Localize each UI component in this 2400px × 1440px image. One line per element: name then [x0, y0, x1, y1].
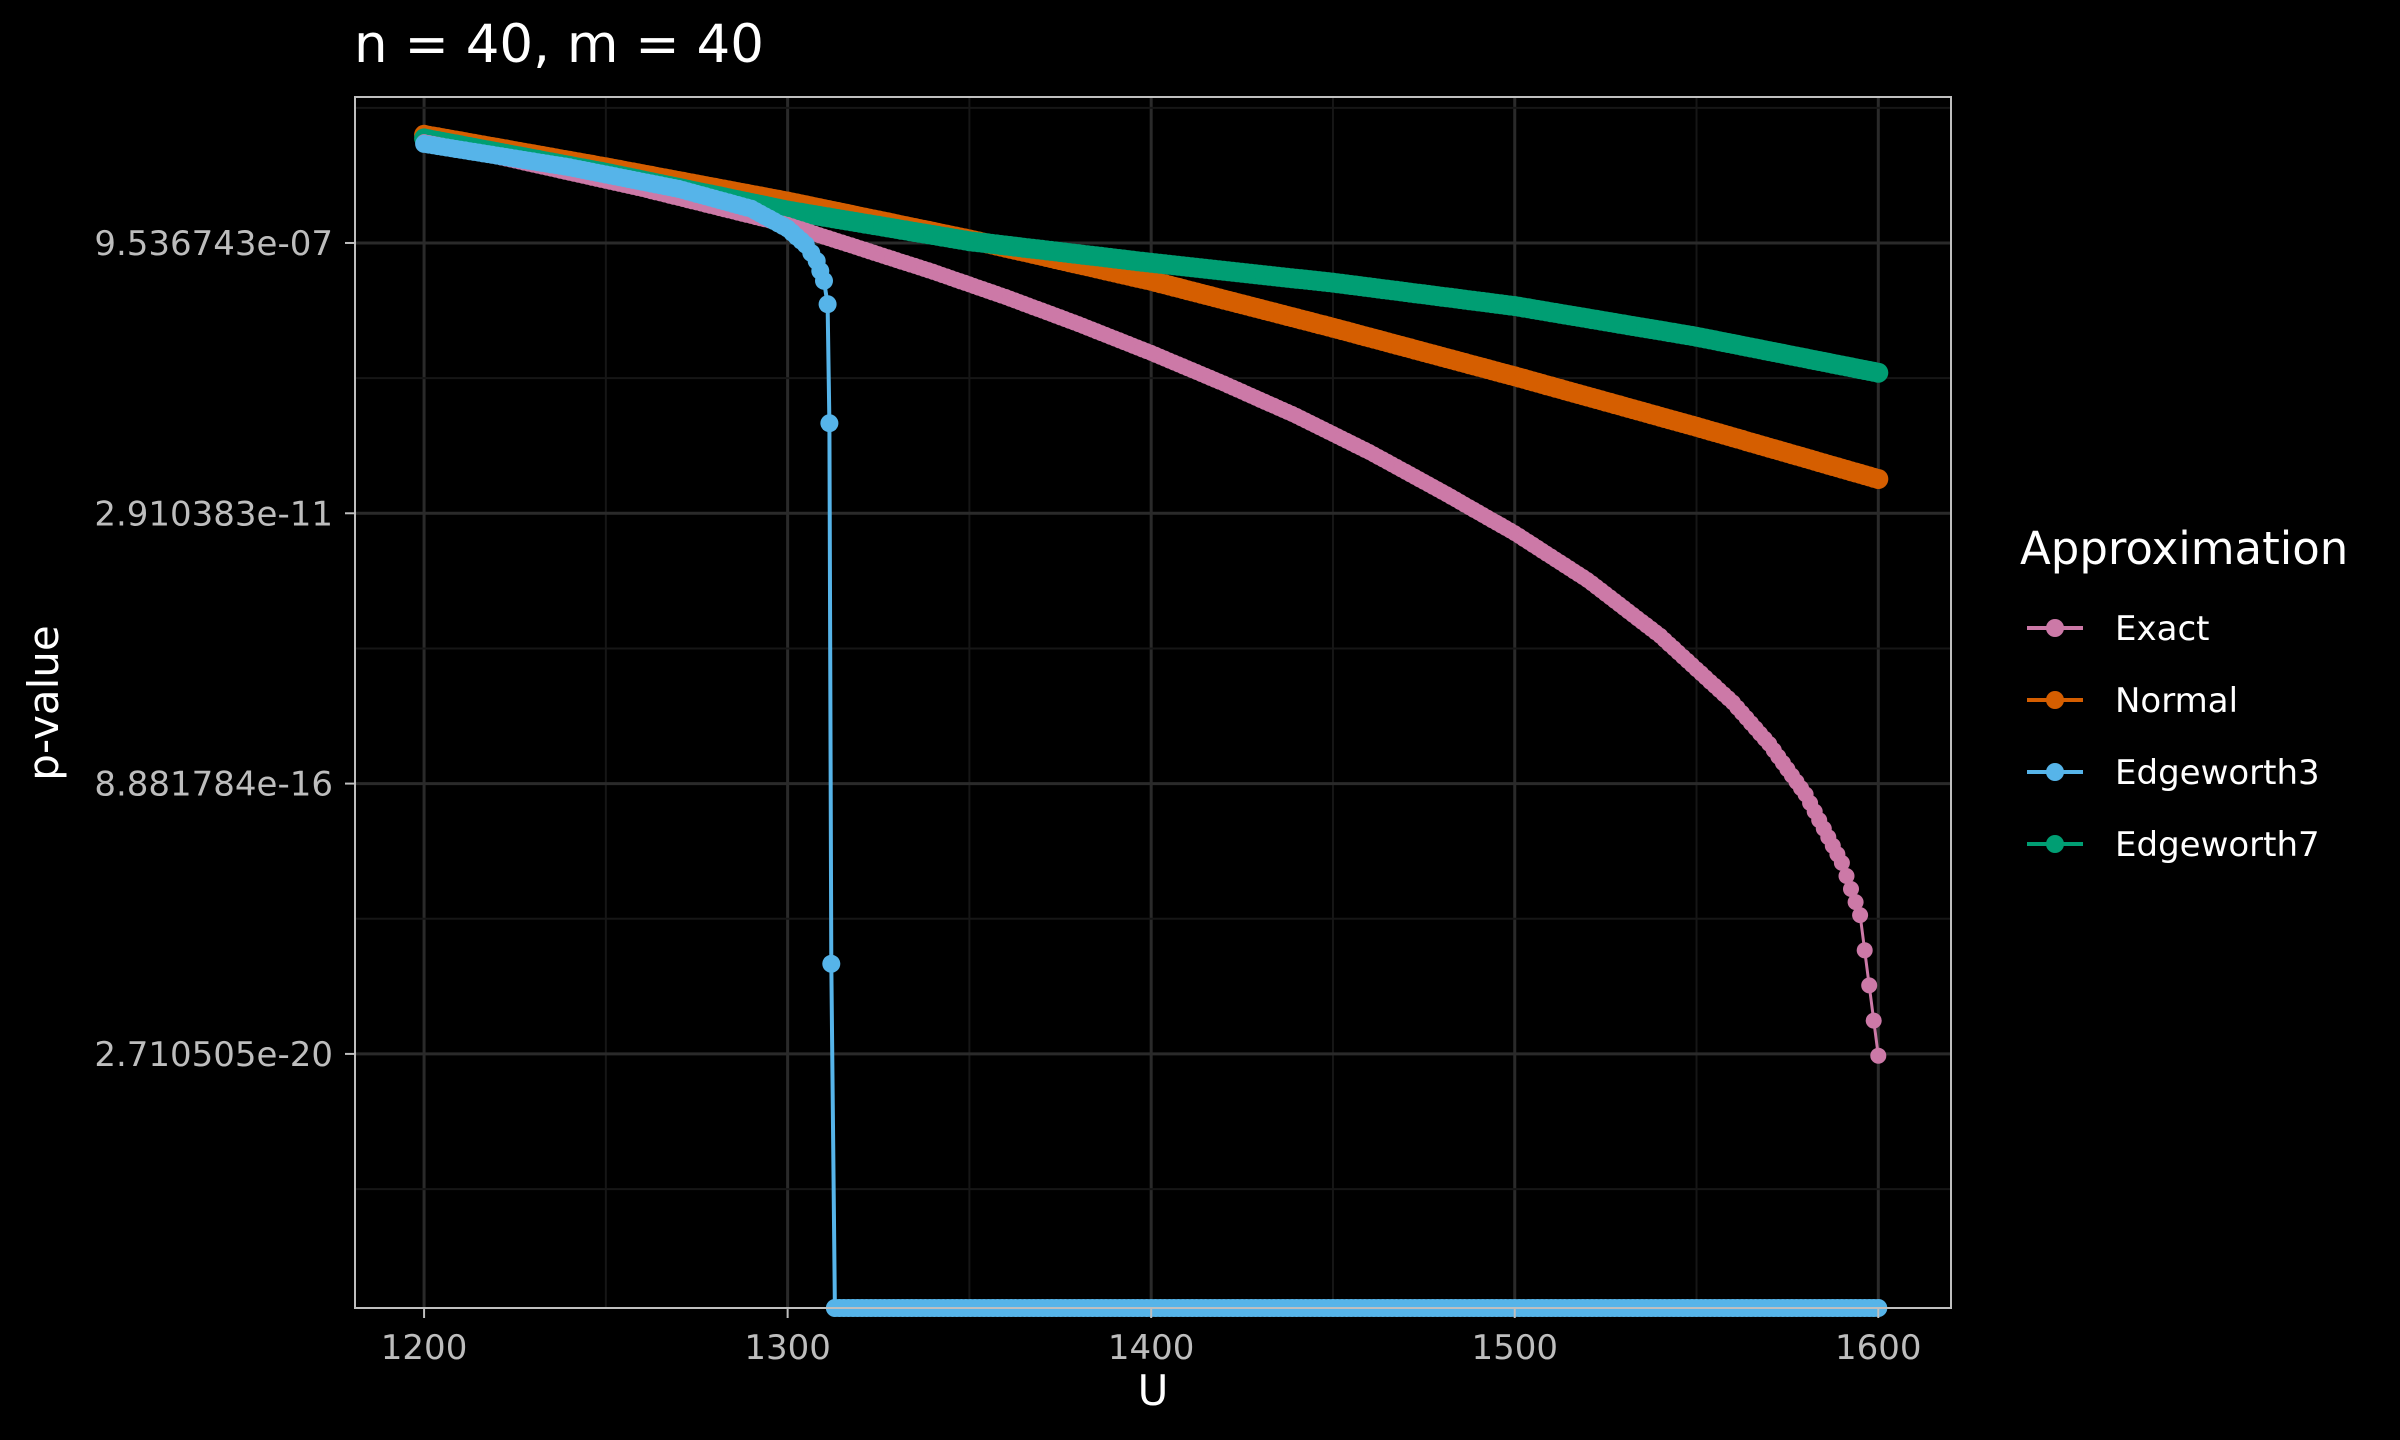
data-point-exact: [1856, 942, 1873, 959]
legend-key-point: [2046, 619, 2064, 637]
x-tick-label: 1600: [1835, 1328, 1922, 1368]
legend-label: Edgeworth3: [2115, 753, 2320, 793]
x-tick-label: 1400: [1108, 1328, 1195, 1368]
x-tick-label: 1500: [1471, 1328, 1558, 1368]
y-tick-label: 2.910383e-11: [94, 494, 333, 534]
x-tick-label: 1300: [744, 1328, 831, 1368]
legend-title: Approximation: [2020, 522, 2348, 575]
legend-label: Edgeworth7: [2115, 825, 2320, 865]
data-point-exact: [1838, 868, 1855, 884]
data-point-exact: [1843, 881, 1859, 897]
legend: Approximation Exact Normal Edgeworth3 Edgew…: [2020, 522, 2348, 865]
panel-border: [354, 96, 1952, 1309]
plot-series: [414, 124, 1889, 1317]
legend-key-point: [2046, 835, 2064, 853]
data-point-exact: [1870, 1047, 1887, 1064]
data-point-normal: [1868, 469, 1889, 489]
y-axis: 9.536743e-07 2.910383e-11 8.881784e-16 2.71…: [94, 224, 355, 1075]
chart-title: n = 40, m = 40: [354, 14, 764, 75]
x-axis: 1200 1300 1400 1500 1600: [381, 1308, 1922, 1368]
data-point-edgeworth3: [820, 414, 839, 433]
data-point-edgeworth3: [815, 271, 833, 290]
data-point-edgeworth7: [1868, 362, 1889, 383]
data-point-exact: [1833, 854, 1850, 871]
legend-label: Normal: [2115, 681, 2238, 721]
y-tick-label: 9.536743e-07: [94, 224, 333, 264]
grid: [355, 97, 1951, 1308]
legend-label: Exact: [2115, 609, 2209, 649]
y-tick-label: 8.881784e-16: [94, 765, 333, 805]
legend-key-point: [2046, 763, 2064, 781]
y-tick-label: 2.710505e-20: [94, 1035, 333, 1075]
data-point-exact: [1847, 894, 1864, 911]
data-point-edgeworth3: [822, 954, 841, 973]
x-tick-label: 1200: [381, 1328, 468, 1368]
data-point-exact: [1861, 977, 1878, 994]
legend-key-point: [2046, 691, 2064, 709]
data-point-exact: [1852, 907, 1869, 924]
data-point-edgeworth3: [818, 295, 837, 314]
y-axis-title: p-value: [19, 625, 68, 780]
data-point-exact: [1865, 1012, 1882, 1029]
x-axis-title: U: [1138, 1366, 1169, 1415]
